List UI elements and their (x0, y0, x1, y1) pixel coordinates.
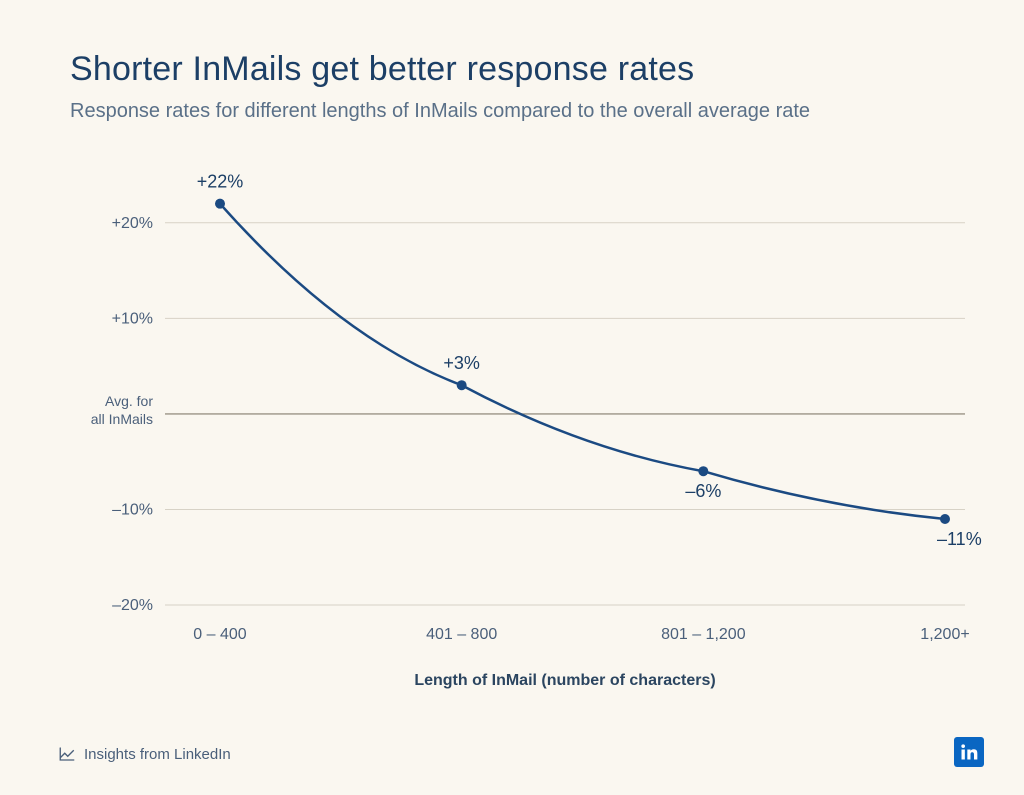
svg-text:–11%: –11% (937, 529, 982, 549)
svg-text:+10%: +10% (112, 310, 153, 327)
svg-text:401 – 800: 401 – 800 (426, 626, 497, 643)
chart-icon (58, 745, 76, 763)
svg-text:+3%: +3% (443, 353, 480, 373)
linkedin-logo-icon (954, 737, 984, 767)
chart-title: Shorter InMails get better response rate… (70, 50, 694, 89)
svg-text:–10%: –10% (112, 501, 153, 518)
chart-card: Shorter InMails get better response rate… (0, 0, 1024, 795)
svg-text:+22%: +22% (197, 172, 244, 192)
svg-text:0 – 400: 0 – 400 (193, 626, 246, 643)
chart-area: +20% +10% Avg. for all InMails –10% –20% +22% 0… (70, 165, 970, 685)
chart-subtitle: Response rates for different lengths of … (70, 100, 810, 123)
svg-text:–20%: –20% (112, 597, 153, 614)
svg-text:1,200+: 1,200+ (920, 626, 969, 643)
svg-text:Avg. for: Avg. for (105, 393, 153, 409)
svg-text:801 – 1,200: 801 – 1,200 (661, 626, 746, 643)
svg-text:all InMails: all InMails (91, 411, 153, 427)
svg-text:–6%: –6% (685, 481, 721, 501)
svg-text:Length of InMail (number of ch: Length of InMail (number of characters) (414, 672, 715, 689)
line-chart-svg: +20% +10% Avg. for all InMails –10% –20% +22% 0… (70, 165, 970, 685)
source-text: Insights from LinkedIn (84, 746, 231, 763)
svg-text:+20%: +20% (112, 215, 153, 232)
source-footer: Insights from LinkedIn (58, 745, 231, 763)
linkedin-in-icon (959, 742, 979, 762)
